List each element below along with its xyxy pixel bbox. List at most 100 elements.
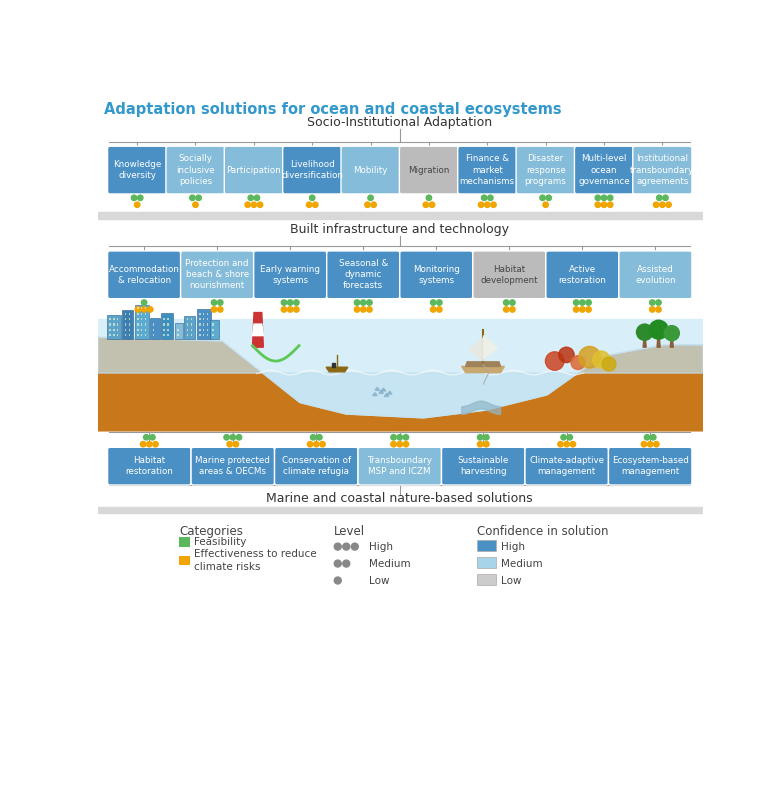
Circle shape bbox=[150, 435, 155, 440]
FancyBboxPatch shape bbox=[108, 251, 181, 299]
Bar bbox=[122, 310, 133, 339]
Bar bbox=[186, 324, 188, 326]
Circle shape bbox=[654, 441, 659, 447]
Bar bbox=[109, 324, 111, 326]
FancyBboxPatch shape bbox=[546, 251, 619, 299]
Bar bbox=[207, 328, 208, 331]
FancyBboxPatch shape bbox=[358, 448, 441, 485]
Circle shape bbox=[650, 307, 655, 312]
Text: Adaptation solutions for ocean and coastal ecosystems: Adaptation solutions for ocean and coast… bbox=[104, 103, 562, 118]
Circle shape bbox=[564, 441, 569, 447]
Text: Livelihood
diversification: Livelihood diversification bbox=[282, 160, 343, 180]
Bar bbox=[117, 318, 119, 320]
Text: Effectiveness to reduce
climate risks: Effectiveness to reduce climate risks bbox=[194, 549, 317, 572]
Circle shape bbox=[437, 300, 442, 305]
Circle shape bbox=[650, 300, 655, 305]
Bar bbox=[145, 318, 147, 320]
Text: Active
restoration: Active restoration bbox=[558, 265, 606, 285]
Circle shape bbox=[644, 435, 650, 440]
Bar bbox=[163, 318, 165, 320]
Circle shape bbox=[335, 543, 341, 550]
FancyBboxPatch shape bbox=[108, 448, 191, 485]
Text: Socially
inclusive
policies: Socially inclusive policies bbox=[176, 154, 214, 186]
Polygon shape bbox=[388, 391, 392, 394]
Text: Mobility: Mobility bbox=[353, 165, 388, 175]
Circle shape bbox=[429, 202, 434, 207]
Bar bbox=[145, 307, 147, 309]
Circle shape bbox=[360, 307, 366, 312]
Bar bbox=[151, 318, 159, 339]
Bar bbox=[184, 316, 195, 339]
Circle shape bbox=[656, 307, 661, 312]
Bar bbox=[129, 334, 130, 336]
FancyBboxPatch shape bbox=[473, 251, 546, 299]
Circle shape bbox=[342, 560, 349, 567]
Bar bbox=[167, 334, 168, 336]
Circle shape bbox=[147, 307, 153, 312]
Circle shape bbox=[651, 435, 656, 440]
Bar bbox=[207, 318, 208, 320]
Bar bbox=[161, 312, 173, 339]
Bar bbox=[129, 312, 130, 315]
Circle shape bbox=[558, 441, 563, 447]
Bar bbox=[186, 328, 188, 331]
FancyBboxPatch shape bbox=[275, 448, 358, 485]
Bar bbox=[117, 334, 119, 336]
Circle shape bbox=[140, 441, 146, 447]
Circle shape bbox=[573, 300, 579, 305]
Text: Participation: Participation bbox=[226, 165, 282, 175]
Bar bbox=[163, 328, 165, 331]
Bar bbox=[186, 318, 188, 320]
Bar bbox=[141, 328, 143, 331]
FancyBboxPatch shape bbox=[477, 557, 496, 568]
Bar bbox=[212, 334, 214, 336]
Circle shape bbox=[230, 435, 236, 440]
Bar bbox=[125, 324, 126, 326]
Polygon shape bbox=[670, 339, 673, 347]
Bar bbox=[145, 324, 147, 326]
Text: Conservation of
climate refugia: Conservation of climate refugia bbox=[282, 456, 351, 476]
Bar bbox=[203, 318, 204, 320]
FancyBboxPatch shape bbox=[191, 448, 275, 485]
Bar bbox=[113, 334, 115, 336]
Text: High: High bbox=[501, 541, 524, 552]
Circle shape bbox=[602, 357, 616, 371]
Circle shape bbox=[218, 300, 223, 305]
Bar bbox=[145, 328, 147, 331]
Bar bbox=[125, 334, 126, 336]
Text: Level: Level bbox=[334, 525, 365, 538]
Text: Early warning
systems: Early warning systems bbox=[261, 265, 320, 285]
Text: Transboundary
MSP and ICZM: Transboundary MSP and ICZM bbox=[367, 456, 432, 476]
Bar bbox=[153, 328, 154, 331]
Circle shape bbox=[251, 202, 257, 207]
Text: Ecosystem-based
management: Ecosystem-based management bbox=[612, 456, 689, 476]
FancyBboxPatch shape bbox=[525, 448, 608, 485]
Circle shape bbox=[477, 441, 483, 447]
Bar bbox=[125, 312, 126, 315]
Circle shape bbox=[254, 195, 260, 200]
Circle shape bbox=[397, 441, 402, 447]
Circle shape bbox=[423, 202, 428, 207]
Circle shape bbox=[601, 195, 607, 200]
FancyBboxPatch shape bbox=[399, 146, 459, 194]
Circle shape bbox=[320, 441, 325, 447]
Text: Marine protected
areas & OECMs: Marine protected areas & OECMs bbox=[195, 456, 270, 476]
Circle shape bbox=[431, 307, 436, 312]
Circle shape bbox=[570, 441, 576, 447]
FancyBboxPatch shape bbox=[108, 146, 167, 194]
Circle shape bbox=[190, 195, 195, 200]
Circle shape bbox=[488, 195, 493, 200]
Text: Medium: Medium bbox=[501, 559, 542, 568]
Circle shape bbox=[504, 307, 509, 312]
Circle shape bbox=[314, 441, 319, 447]
Circle shape bbox=[491, 202, 496, 207]
Bar bbox=[141, 307, 143, 309]
Bar bbox=[125, 328, 126, 331]
Circle shape bbox=[504, 300, 509, 305]
Circle shape bbox=[294, 300, 299, 305]
FancyBboxPatch shape bbox=[574, 146, 633, 194]
FancyBboxPatch shape bbox=[166, 146, 225, 194]
Polygon shape bbox=[462, 401, 501, 414]
Bar bbox=[113, 328, 115, 331]
Circle shape bbox=[368, 195, 374, 200]
